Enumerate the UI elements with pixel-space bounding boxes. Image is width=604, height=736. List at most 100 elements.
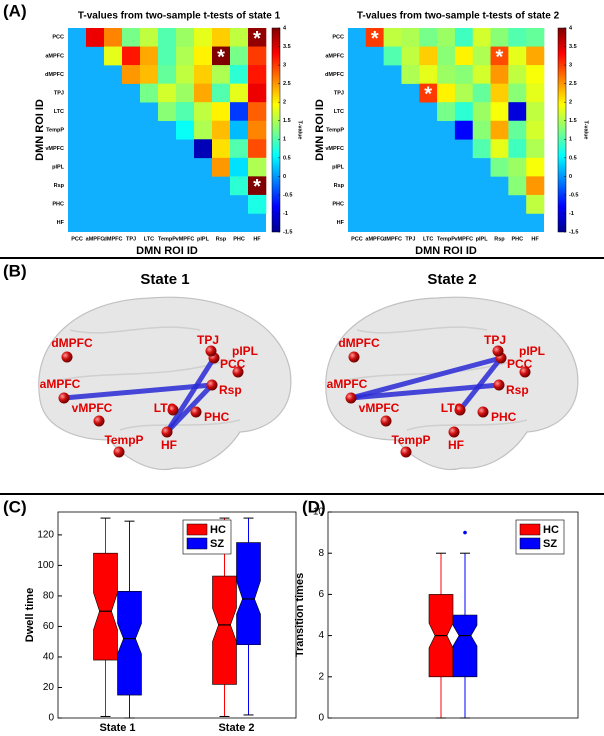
y-tick-label: pIPL (332, 165, 345, 171)
heatmap-cell (526, 65, 545, 84)
x-tick-label: aMPFC (86, 236, 105, 242)
heatmap-cell (194, 102, 213, 122)
heatmap-cell (454, 83, 474, 103)
heatmap-cell (419, 28, 438, 47)
heatmap-cell (158, 65, 177, 84)
colorbar (271, 27, 281, 233)
x-tick-label: pIPL (197, 236, 210, 242)
x-tick-label: Rsp (216, 236, 227, 242)
x-tick-label: HF (531, 236, 539, 242)
colorbar-tick-label: 1.5 (283, 118, 291, 124)
network-node (167, 404, 179, 416)
y-tick-label: dMPFC (45, 72, 64, 78)
network-node (493, 379, 505, 391)
network-node (232, 366, 244, 378)
heatmap-cell (212, 65, 231, 84)
node-label: PHC (491, 410, 517, 424)
y-tick-label: 0 (48, 713, 54, 724)
heatmap-cell (454, 28, 474, 47)
legend-label: SZ (543, 538, 557, 550)
colorbar-tick-label: -1 (569, 211, 574, 217)
colorbar-tick-label: -0.5 (283, 192, 292, 198)
network-node (492, 345, 504, 357)
brain-outline (325, 296, 579, 470)
node-label: vMPFC (359, 401, 400, 415)
heatmap-cell (454, 102, 474, 122)
x-tick-label: TPJ (405, 236, 415, 242)
heatmap-cell (490, 28, 509, 47)
heatmap-cell (122, 65, 141, 84)
x-tick-label: TPJ (126, 236, 136, 242)
x-tick-label: PHC (233, 236, 245, 242)
heatmap-cell (437, 83, 456, 103)
heatmap-cell (230, 120, 249, 140)
heatmap-cell (158, 46, 177, 66)
heatmap-cell (248, 157, 267, 177)
heatmap-cell (176, 46, 195, 66)
legend-swatch (519, 523, 541, 536)
heatmap-cell (526, 102, 545, 122)
heatmap-cell (176, 65, 195, 84)
x-tick-label: PCC (351, 236, 363, 242)
heatmap-cell (212, 139, 231, 159)
x-tick-label: aMPFC (365, 236, 384, 242)
network-node (206, 379, 218, 391)
heatmap-cell (248, 102, 267, 122)
colorbar-tick-label: -1.5 (569, 229, 578, 235)
node-label: dMPFC (338, 336, 380, 350)
heatmap-cell (176, 28, 195, 47)
y-axis-label: DMN ROI ID (314, 99, 326, 161)
node-label: TPJ (197, 333, 219, 347)
legend-label: HC (543, 524, 559, 536)
heatmap-cell (472, 28, 491, 47)
colorbar-tick-label: 1 (283, 137, 286, 143)
network-node (58, 392, 70, 404)
significance-marker: * (253, 176, 261, 198)
heatmap-cell (230, 46, 249, 66)
network-node (61, 351, 73, 363)
heatmap-cell (401, 28, 420, 47)
heatmap-cell (508, 102, 527, 122)
brain-panel: State 1dMPFCaMPFCvMPFCTempPLTCHFPHCRspPC… (38, 271, 292, 470)
colorbar-tick-label: 2.5 (283, 81, 291, 87)
heatmap-cell (526, 120, 545, 140)
heatmap-cell (383, 28, 402, 47)
heatmap-cell (526, 157, 545, 177)
y-tick-label: HF (57, 220, 65, 226)
y-tick-label: PCC (52, 35, 64, 41)
y-tick-label: PHC (332, 202, 344, 208)
heatmap-cell (383, 46, 402, 66)
node-label: PHC (204, 410, 230, 424)
heatmap-cell (176, 83, 195, 103)
colorbar-tick-label: -0.5 (569, 192, 578, 198)
significance-marker: * (253, 28, 261, 50)
y-tick-label: aMPFC (45, 53, 64, 59)
y-tick-label: TempP (46, 127, 64, 133)
heatmap-cell (230, 28, 249, 47)
heatmap-cell (212, 83, 231, 103)
box (117, 591, 142, 696)
heatmap-cell (472, 46, 491, 66)
heatmap-cell (472, 139, 491, 159)
y-tick-label: 6 (318, 589, 324, 600)
heatmap-cell (158, 102, 177, 122)
y-tick-label: 100 (37, 560, 54, 571)
network-edge (164, 356, 217, 434)
heatmap-cell (212, 120, 231, 140)
heatmap-cell (526, 139, 545, 159)
network-node (345, 392, 357, 404)
heatmap-cell (526, 194, 545, 214)
node-label: Rsp (506, 383, 529, 397)
colorbar-tick-label: 3 (569, 63, 572, 69)
node-label: LTC (154, 401, 177, 415)
y-tick-label: vMPFC (325, 146, 344, 152)
colorbar-label: T-value (583, 121, 589, 140)
heatmap-cell (437, 46, 456, 66)
colorbar-tick-label: 3 (283, 63, 286, 69)
heatmap-cell (401, 46, 420, 66)
colorbar-tick-label: 4 (283, 25, 287, 31)
y-tick-label: LTC (334, 109, 344, 115)
heatmap-cell (158, 28, 177, 47)
x-tick-label: HF (253, 236, 261, 242)
